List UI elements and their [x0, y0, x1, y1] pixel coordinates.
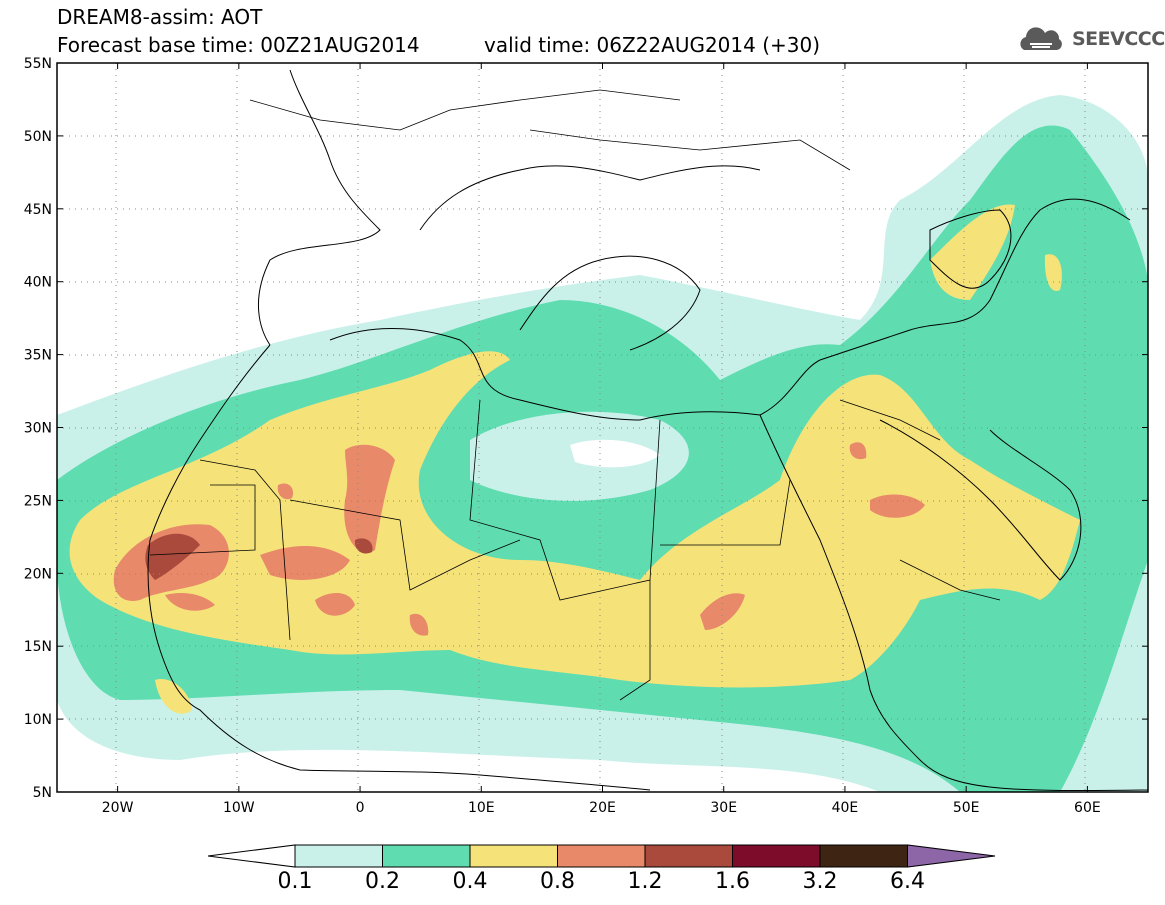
- map-title: DREAM8-assim: AOT: [57, 5, 263, 29]
- longitude-labels: 20W 10W 0 10E 20E 30E 40E 50E 60E: [102, 800, 1101, 816]
- colorbar-over-arrow: [907, 844, 996, 868]
- colorbar-swatch: [469, 844, 558, 868]
- lat-label: 20N: [24, 566, 52, 582]
- lon-label: 10W: [223, 800, 255, 816]
- coastlines: [147, 69, 1148, 792]
- lat-label: 55N: [24, 56, 52, 72]
- colorbar-swatch: [732, 844, 821, 868]
- colorbar-label: 0.4: [452, 869, 488, 894]
- country-borders: [149, 89, 1001, 701]
- colorbar-label: 0.1: [277, 869, 313, 894]
- lon-label: 20E: [589, 800, 616, 816]
- lat-label: 50N: [24, 129, 52, 145]
- colorbar-swatch: [294, 844, 383, 868]
- lon-label: 0: [356, 800, 365, 816]
- lat-label: 30N: [24, 421, 52, 437]
- colorbar-swatch: [557, 844, 646, 868]
- cloud-logo-icon: [1020, 27, 1062, 50]
- lat-label: 25N: [24, 493, 52, 509]
- lon-label: 30E: [710, 800, 737, 816]
- colorbar-swatch: [819, 844, 908, 868]
- lat-label: 35N: [24, 348, 52, 364]
- lon-label: 60E: [1074, 800, 1101, 816]
- lon-label: 10E: [468, 800, 495, 816]
- valid-time: valid time: 06Z22AUG2014 (+30): [484, 33, 821, 57]
- colorbar-label: 0.2: [365, 869, 400, 894]
- colorbar-label: 3.2: [802, 869, 838, 894]
- latitude-ticks: [57, 62, 1148, 793]
- lat-label: 45N: [24, 202, 52, 218]
- colorbar-label: 1.2: [627, 869, 663, 894]
- lon-label: 50E: [953, 800, 980, 816]
- lat-label: 15N: [24, 639, 52, 655]
- colorbar-swatch: [644, 844, 733, 868]
- lat-label: 40N: [24, 275, 52, 291]
- colorbar-label: 6.4: [890, 869, 925, 894]
- aot-band-1.2: [145, 533, 200, 580]
- lat-label: 10N: [24, 712, 52, 728]
- longitude-ticks: [117, 63, 1088, 792]
- forecast-base-time: Forecast base time: 00Z21AUG2014: [57, 33, 420, 57]
- logo-text: SEEVCCC: [1072, 28, 1165, 50]
- latitude-labels: 5N 10N 15N 20N 25N 30N 35N 40N 45N 50N 55N: [24, 56, 52, 801]
- lat-label: 5N: [33, 785, 52, 801]
- colorbar-swatch: [382, 844, 471, 868]
- colorbar: [207, 844, 996, 868]
- colorbar-under-arrow: [207, 844, 296, 868]
- aot-field: [57, 63, 1148, 792]
- colorbar-label: 1.6: [715, 869, 750, 894]
- lon-label: 40E: [832, 800, 859, 816]
- colorbar-label: 0.8: [540, 869, 575, 894]
- lon-label: 20W: [102, 800, 134, 816]
